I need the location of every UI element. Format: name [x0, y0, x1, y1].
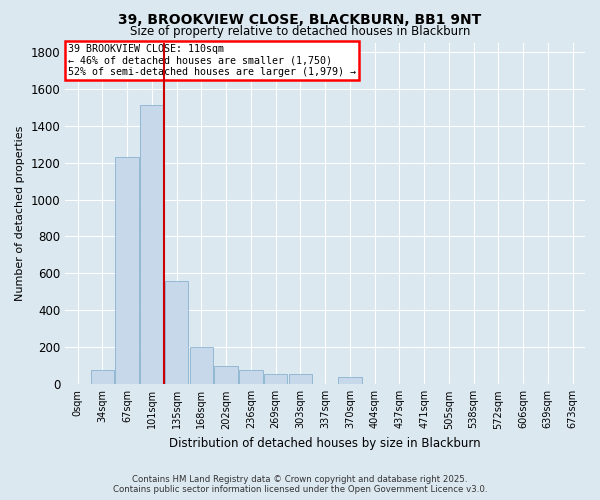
Bar [214, 366, 238, 384]
Text: 39, BROOKVIEW CLOSE, BLACKBURN, BB1 9NT: 39, BROOKVIEW CLOSE, BLACKBURN, BB1 9NT [118, 12, 482, 26]
Text: 39 BROOKVIEW CLOSE: 110sqm
← 46% of detached houses are smaller (1,750)
52% of s: 39 BROOKVIEW CLOSE: 110sqm ← 46% of deta… [68, 44, 356, 78]
X-axis label: Distribution of detached houses by size in Blackburn: Distribution of detached houses by size … [169, 437, 481, 450]
Bar [264, 374, 287, 384]
Bar [239, 370, 263, 384]
Bar [140, 106, 164, 384]
Text: Size of property relative to detached houses in Blackburn: Size of property relative to detached ho… [130, 25, 470, 38]
Bar [91, 370, 114, 384]
Y-axis label: Number of detached properties: Number of detached properties [15, 126, 25, 301]
Bar [338, 377, 362, 384]
Bar [115, 157, 139, 384]
Bar [165, 281, 188, 384]
Bar [289, 374, 312, 384]
Bar [190, 348, 213, 385]
Text: Contains HM Land Registry data © Crown copyright and database right 2025.
Contai: Contains HM Land Registry data © Crown c… [113, 474, 487, 494]
